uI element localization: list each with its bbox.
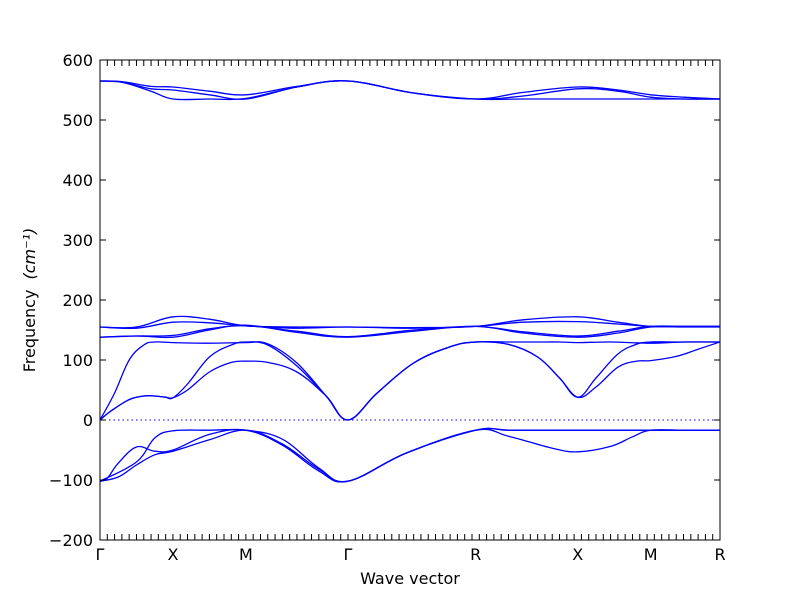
phonon-band-4 bbox=[100, 341, 720, 421]
axes: −200 −100 0 100 200 300 400 500 600 Γ X M Γ R X M R bbox=[49, 51, 726, 564]
x-tick-label: M bbox=[644, 545, 658, 564]
x-tick-label: Γ bbox=[96, 545, 105, 564]
phonon-band-6 bbox=[100, 340, 720, 421]
phonon-band-8 bbox=[100, 325, 720, 338]
phonon-band-3 bbox=[100, 427, 720, 483]
y-tick-label: 300 bbox=[62, 231, 93, 250]
band-lines bbox=[100, 80, 720, 483]
y-tick-label: 600 bbox=[62, 51, 93, 70]
phonon-band-2 bbox=[100, 427, 720, 483]
phonon-band-13 bbox=[100, 80, 720, 100]
y-axis-label-text: Frequency bbox=[20, 290, 39, 373]
x-axis-label: Wave vector bbox=[360, 569, 460, 588]
y-tick-label: 500 bbox=[62, 111, 93, 130]
x-tick-label: M bbox=[239, 545, 253, 564]
x-tick-label: Γ bbox=[344, 545, 353, 564]
plot-area bbox=[100, 80, 720, 483]
plot-frame bbox=[99, 59, 721, 541]
phonon-band-11 bbox=[100, 80, 720, 101]
y-tick-label: 400 bbox=[62, 171, 93, 190]
y-tick-label: 0 bbox=[83, 411, 93, 430]
y-axis-label: Frequency (cm⁻¹) bbox=[20, 228, 39, 372]
x-tick-label: X bbox=[167, 545, 178, 564]
x-tick-label: R bbox=[714, 545, 725, 564]
y-tick-label: −200 bbox=[49, 531, 93, 550]
y-tick-label: 200 bbox=[62, 291, 93, 310]
x-tick-label: X bbox=[572, 545, 583, 564]
phonon-band-12 bbox=[100, 80, 720, 100]
phonon-band-5 bbox=[100, 341, 720, 421]
phonon-band-10 bbox=[100, 315, 720, 329]
y-tick-label: 100 bbox=[62, 351, 93, 370]
x-tick-label: R bbox=[470, 545, 481, 564]
phonon-band-1 bbox=[100, 428, 720, 483]
y-axis-label-unit: (cm⁻¹) bbox=[20, 228, 39, 280]
y-tick-label: −100 bbox=[49, 471, 93, 490]
phonon-band-7 bbox=[100, 324, 720, 339]
